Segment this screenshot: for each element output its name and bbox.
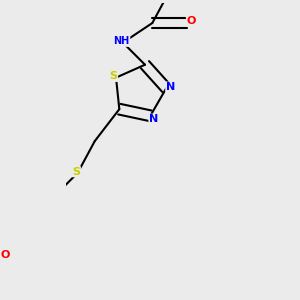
Text: O: O bbox=[186, 16, 196, 26]
Text: NH: NH bbox=[114, 36, 130, 46]
Text: S: S bbox=[72, 167, 80, 177]
Text: O: O bbox=[1, 250, 10, 260]
Text: N: N bbox=[166, 82, 175, 92]
Text: S: S bbox=[110, 71, 118, 81]
Text: N: N bbox=[149, 114, 158, 124]
